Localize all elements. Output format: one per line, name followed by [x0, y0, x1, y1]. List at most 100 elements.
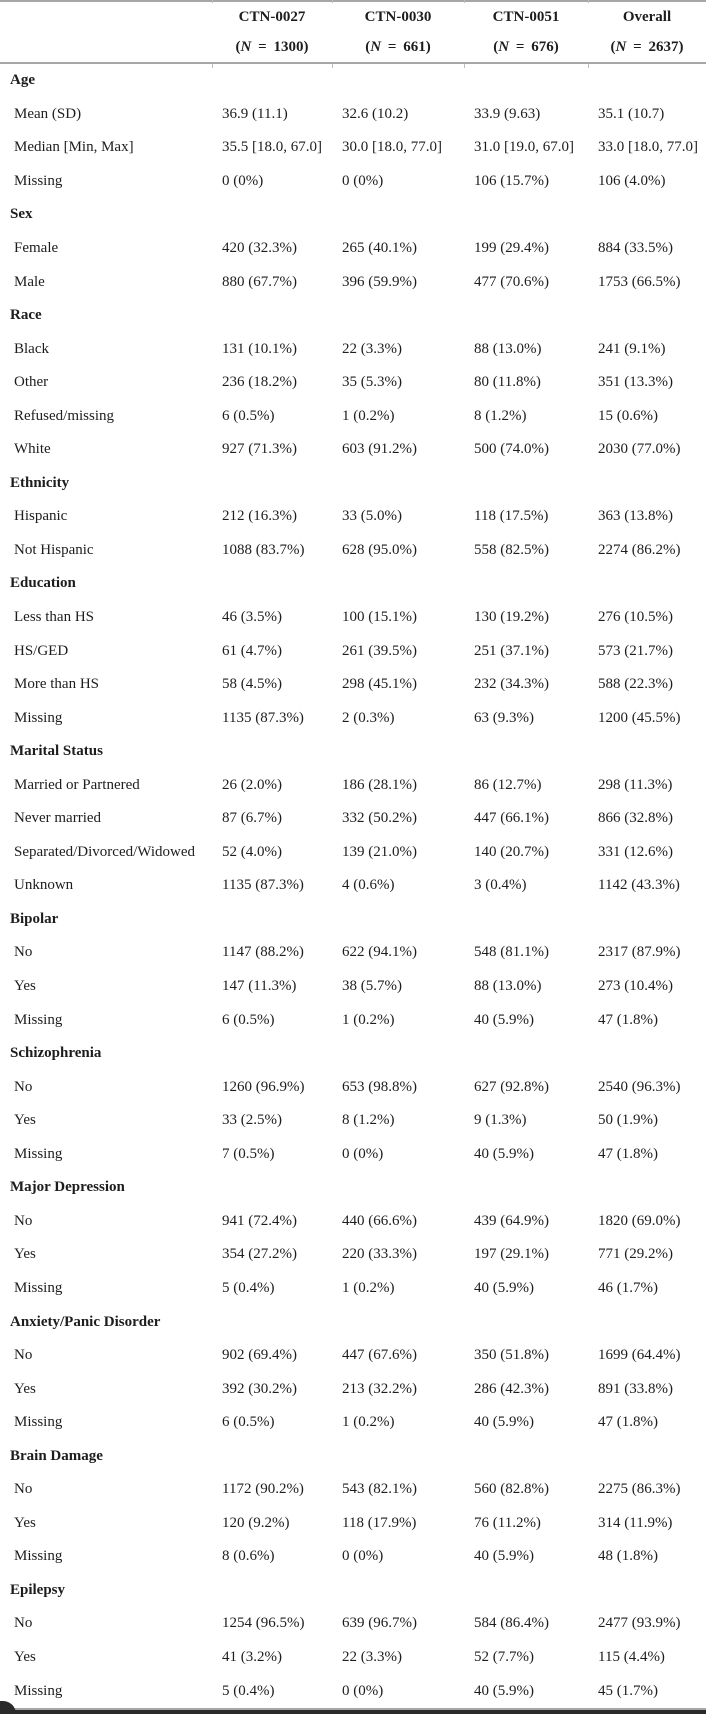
row-label: Not Hispanic	[14, 541, 94, 558]
value-cell: 639 (96.7%)	[342, 1615, 417, 1632]
section-title: Schizophrenia	[10, 1045, 102, 1062]
value-cell: 8 (0.6%)	[222, 1548, 275, 1565]
value-cell: 1135 (87.3%)	[222, 709, 304, 726]
section-row: Major Depression	[0, 1171, 706, 1205]
row-label: Missing	[14, 172, 63, 189]
value-cell: 40 (5.9%)	[474, 1414, 534, 1431]
value-cell: 88 (13.0%)	[474, 340, 542, 357]
section-title: Epilepsy	[10, 1581, 66, 1598]
value-cell: 26 (2.0%)	[222, 776, 282, 793]
data-row: Yes 147 (11.3%) 38 (5.7%) 88 (13.0%) 273 (10…	[0, 970, 706, 1004]
value-cell: 273 (10.4%)	[598, 978, 673, 995]
column-header-study: CTN-0030	[364, 8, 432, 25]
value-cell: 558 (82.5%)	[474, 541, 549, 558]
value-cell: 213 (32.2%)	[342, 1380, 417, 1397]
value-cell: 87 (6.7%)	[222, 810, 282, 827]
value-cell: 265 (40.1%)	[342, 240, 417, 256]
data-row: Yes 354 (27.2%) 220 (33.3%) 197 (29.1%) 771 …	[0, 1238, 706, 1272]
column-header-n: (N = 676)	[493, 38, 559, 55]
section-title: Anxiety/Panic Disorder	[10, 1313, 161, 1330]
value-cell: 543 (82.1%)	[342, 1481, 417, 1498]
section-title: Education	[10, 575, 76, 592]
value-cell: 420 (32.3%)	[222, 240, 297, 256]
value-cell: 354 (27.2%)	[222, 1246, 297, 1263]
value-cell: 48 (1.8%)	[598, 1548, 658, 1565]
value-cell: 500 (74.0%)	[474, 441, 549, 458]
value-cell: 927 (71.3%)	[222, 441, 297, 458]
data-row: Yes 41 (3.2%) 22 (3.3%) 52 (7.7%) 115 (4.4%)	[0, 1641, 706, 1675]
column-divider-tick	[212, 0, 213, 3]
row-label: No	[14, 1347, 33, 1364]
value-cell: 276 (10.5%)	[598, 609, 673, 626]
row-label: Missing	[14, 1279, 63, 1296]
value-cell: 6 (0.5%)	[222, 1011, 275, 1028]
value-cell: 351 (13.3%)	[598, 374, 673, 391]
row-label: Yes	[14, 1648, 36, 1665]
row-label: Yes	[14, 1380, 36, 1397]
column-divider-tick	[588, 64, 589, 68]
value-cell: 106 (4.0%)	[598, 172, 666, 189]
row-label: Missing	[14, 1548, 63, 1565]
value-cell: 902 (69.4%)	[222, 1347, 297, 1364]
row-label: Other	[14, 374, 49, 391]
value-cell: 186 (28.1%)	[342, 776, 417, 793]
value-cell: 40 (5.9%)	[474, 1548, 534, 1565]
row-label: Yes	[14, 1246, 36, 1263]
value-cell: 298 (45.1%)	[342, 676, 417, 693]
data-row: Hispanic 212 (16.3%) 33 (5.0%) 118 (17.5%) 3…	[0, 500, 706, 534]
column-header-n: (N = 2637)	[610, 38, 684, 55]
column-divider-tick	[332, 0, 333, 3]
data-row: No 1147 (88.2%) 622 (94.1%) 548 (81.1%) 2317…	[0, 936, 706, 970]
value-cell: 447 (67.6%)	[342, 1347, 417, 1364]
value-cell: 45 (1.7%)	[598, 1682, 658, 1699]
bottom-window-edge	[0, 1701, 706, 1714]
data-row: White 927 (71.3%) 603 (91.2%) 500 (74.0%) 20…	[0, 433, 706, 467]
data-row: Female 420 (32.3%) 265 (40.1%) 199 (29.4%) 8…	[0, 232, 706, 266]
value-cell: 0 (0%)	[342, 1682, 384, 1699]
value-cell: 884 (33.5%)	[598, 240, 673, 256]
value-cell: 236 (18.2%)	[222, 374, 297, 391]
value-cell: 212 (16.3%)	[222, 508, 297, 525]
column-divider-tick	[464, 0, 465, 3]
value-cell: 47 (1.8%)	[598, 1145, 658, 1162]
value-cell: 2 (0.3%)	[342, 709, 395, 726]
row-label: No	[14, 1615, 33, 1632]
value-cell: 58 (4.5%)	[222, 676, 282, 693]
value-cell: 0 (0%)	[342, 172, 384, 189]
value-cell: 40 (5.9%)	[474, 1145, 534, 1162]
value-cell: 63 (9.3%)	[474, 709, 534, 726]
data-row: Missing 6 (0.5%) 1 (0.2%) 40 (5.9%) 47 (1.8%…	[0, 1406, 706, 1440]
value-cell: 40 (5.9%)	[474, 1011, 534, 1028]
value-cell: 298 (11.3%)	[598, 776, 673, 793]
data-row: Yes 120 (9.2%) 118 (17.9%) 76 (11.2%) 314 (1…	[0, 1507, 706, 1541]
value-cell: 118 (17.5%)	[474, 508, 549, 525]
value-cell: 35.1 (10.7)	[598, 105, 665, 122]
data-row: More than HS 58 (4.5%) 298 (45.1%) 232 (34.…	[0, 668, 706, 702]
value-cell: 2317 (87.9%)	[598, 944, 681, 961]
section-row: Education	[0, 567, 706, 601]
value-cell: 232 (34.3%)	[474, 676, 549, 693]
header-empty-cell	[0, 1, 212, 32]
column-divider-tick	[332, 64, 333, 68]
value-cell: 1260 (96.9%)	[222, 1078, 305, 1095]
row-label: HS/GED	[14, 642, 69, 659]
value-cell: 130 (19.2%)	[474, 609, 549, 626]
value-cell: 140 (20.7%)	[474, 843, 549, 860]
data-row: Black 131 (10.1%) 22 (3.3%) 88 (13.0%) 241 (…	[0, 332, 706, 366]
value-cell: 38 (5.7%)	[342, 978, 402, 995]
value-cell: 1 (0.2%)	[342, 1414, 395, 1431]
row-label: Married or Partnered	[14, 776, 140, 793]
section-title: Age	[10, 72, 35, 89]
data-row: Less than HS 46 (3.5%) 100 (15.1%) 130 (19.…	[0, 601, 706, 635]
value-cell: 1142 (43.3%)	[598, 877, 680, 894]
data-row: Yes 392 (30.2%) 213 (32.2%) 286 (42.3%) 891 …	[0, 1372, 706, 1406]
value-cell: 7 (0.5%)	[222, 1145, 275, 1162]
table-header: CTN-0027 CTN-0030 CTN-0051 Overall (N = 1300…	[0, 1, 706, 63]
value-cell: 22 (3.3%)	[342, 340, 402, 357]
data-row: Missing 5 (0.4%) 1 (0.2%) 40 (5.9%) 46 (1.7%…	[0, 1272, 706, 1306]
value-cell: 2274 (86.2%)	[598, 541, 681, 558]
row-label: More than HS	[14, 676, 99, 693]
value-cell: 33.9 (9.63)	[474, 105, 541, 122]
data-row: HS/GED 61 (4.7%) 261 (39.5%) 251 (37.1%) 573…	[0, 634, 706, 668]
